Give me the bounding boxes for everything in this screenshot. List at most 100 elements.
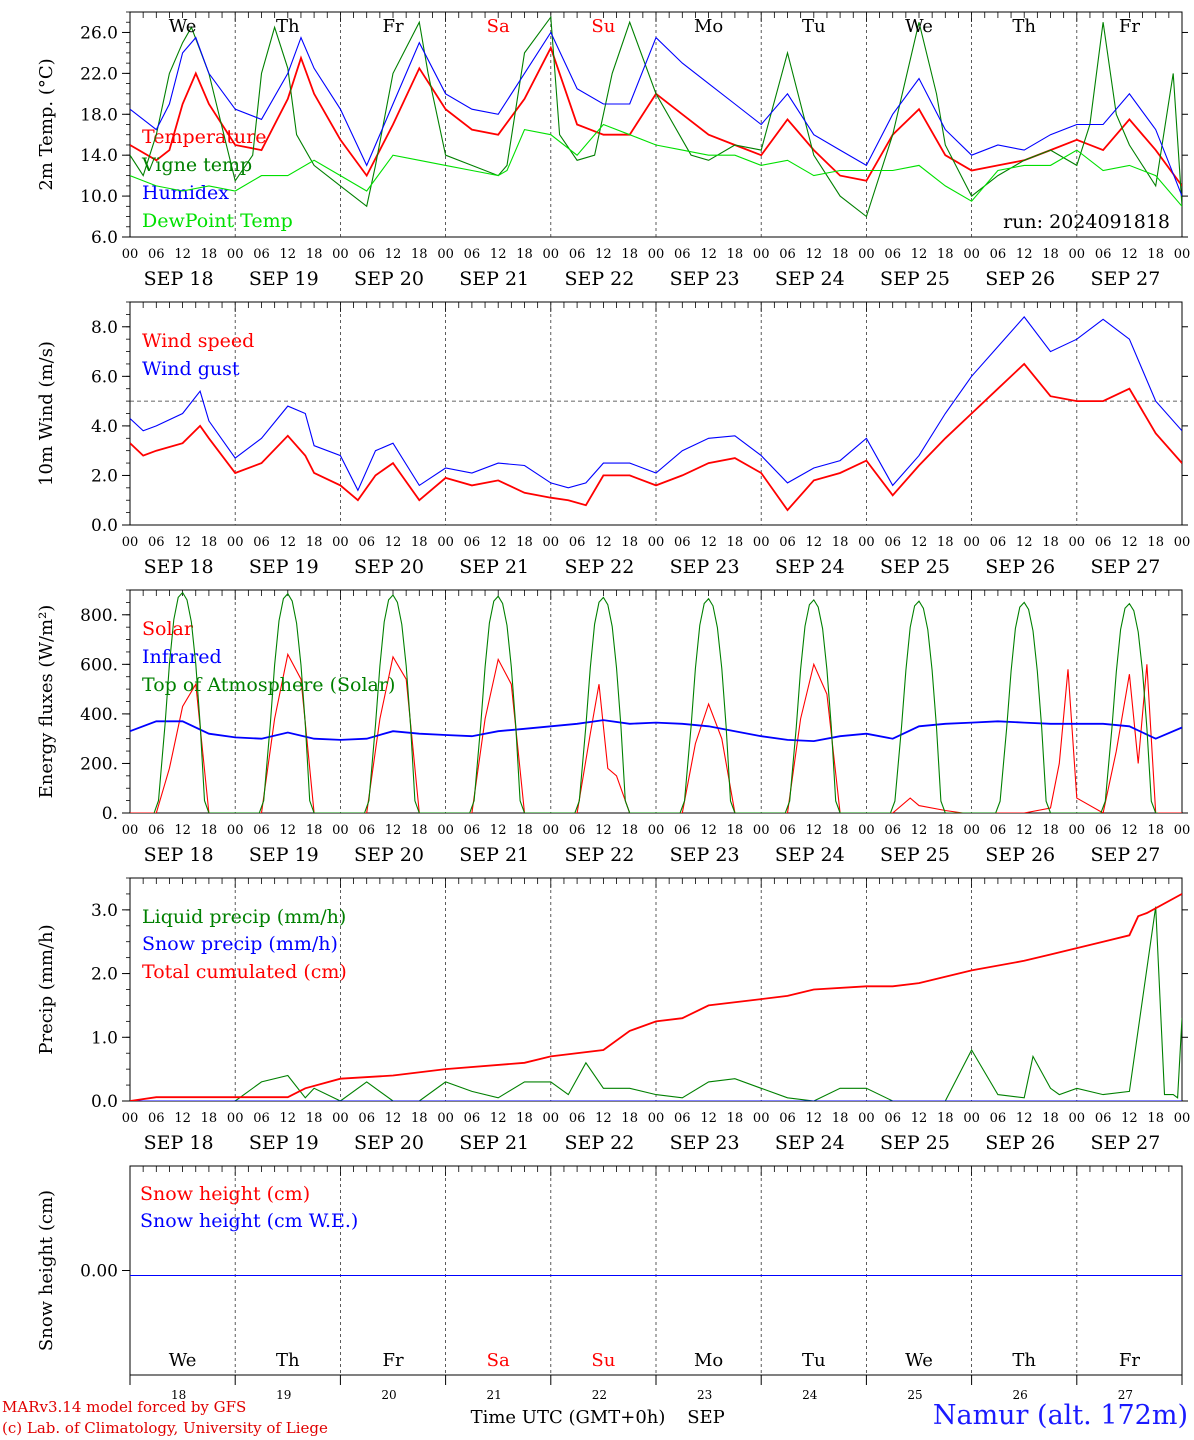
hour-label: 06 <box>253 247 270 262</box>
hour-label: 12 <box>490 247 507 262</box>
hour-label: 12 <box>174 1111 191 1126</box>
hour-label: 06 <box>148 535 165 550</box>
series-line-0 <box>130 362 1182 512</box>
hour-label: 06 <box>674 247 691 262</box>
hour-label: 00 <box>858 535 875 550</box>
hour-label: 12 <box>911 247 928 262</box>
day-number: 22 <box>592 1388 607 1402</box>
legend-entry: Wind speed <box>142 330 254 352</box>
hour-label: 00 <box>753 247 770 262</box>
day-label: SEP 26 <box>985 844 1055 866</box>
weekday-label: We <box>905 1350 933 1371</box>
hour-label: 12 <box>806 247 823 262</box>
hour-label: 18 <box>306 247 323 262</box>
y-tick-label: 2.0 <box>91 466 118 486</box>
hour-label: 00 <box>1174 535 1191 550</box>
hour-label: 06 <box>253 1111 270 1126</box>
series-line-3 <box>130 123 1182 207</box>
day-number: 19 <box>276 1388 291 1402</box>
day-label: SEP 20 <box>354 1132 424 1154</box>
weekday-label: Fr <box>1119 16 1140 37</box>
hour-label: 06 <box>779 247 796 262</box>
day-label: SEP 22 <box>564 556 634 578</box>
y-tick-label: 0.0 <box>91 516 118 536</box>
hour-label: 18 <box>516 1111 533 1126</box>
hour-label: 18 <box>621 823 638 838</box>
hour-label: 00 <box>543 247 560 262</box>
hour-label: 12 <box>174 535 191 550</box>
y-axis-label: Energy fluxes (W/m²) <box>36 605 57 799</box>
hour-label: 00 <box>963 535 980 550</box>
y-axis-label: Snow height (cm) <box>36 1190 57 1351</box>
hour-label: 18 <box>306 535 323 550</box>
plot-frame <box>129 11 1183 238</box>
weekday-label: Th <box>276 1350 300 1371</box>
hour-label: 18 <box>727 1111 744 1126</box>
day-label: SEP 27 <box>1090 844 1160 866</box>
hour-label: 12 <box>911 535 928 550</box>
day-label: SEP 18 <box>144 556 214 578</box>
location-label: Namur (alt. 172m) <box>932 1400 1188 1431</box>
y-tick-label: 6.0 <box>91 367 118 387</box>
hour-label: 18 <box>937 1111 954 1126</box>
hour-label: 18 <box>937 535 954 550</box>
lab-credit: (c) Lab. of Climatology, University of L… <box>2 1419 328 1437</box>
weekday-label: Th <box>1012 16 1036 37</box>
day-label: SEP 24 <box>775 1132 845 1154</box>
hour-label: 00 <box>753 535 770 550</box>
hour-label: 18 <box>937 823 954 838</box>
hour-label: 12 <box>911 823 928 838</box>
weekday-label: Sa <box>487 1350 510 1371</box>
hour-label: 00 <box>332 1111 349 1126</box>
y-tick-label: 400. <box>80 705 118 725</box>
day-label: SEP 19 <box>249 844 319 866</box>
hour-label: 18 <box>306 823 323 838</box>
hour-label: 00 <box>648 823 665 838</box>
hour-label: 18 <box>516 247 533 262</box>
hour-label: 06 <box>990 247 1007 262</box>
hour-label: 18 <box>832 823 849 838</box>
hour-label: 12 <box>490 1111 507 1126</box>
hour-label: 12 <box>595 1111 612 1126</box>
hour-label: 00 <box>1069 823 1086 838</box>
hour-label: 18 <box>411 1111 428 1126</box>
y-tick-label: 2.0 <box>91 965 118 985</box>
day-label: SEP 24 <box>775 556 845 578</box>
hour-label: 06 <box>1095 823 1112 838</box>
hour-label: 06 <box>990 1111 1007 1126</box>
hour-label: 00 <box>437 535 454 550</box>
hour-label: 12 <box>174 823 191 838</box>
series-line-0 <box>130 906 1182 1101</box>
hour-label: 18 <box>621 535 638 550</box>
hour-label: 00 <box>753 823 770 838</box>
hour-label: 12 <box>806 823 823 838</box>
hour-label: 12 <box>595 535 612 550</box>
hour-label: 00 <box>332 247 349 262</box>
hour-label: 06 <box>674 823 691 838</box>
hour-label: 00 <box>753 1111 770 1126</box>
hour-label: 06 <box>779 1111 796 1126</box>
day-label: SEP 18 <box>144 268 214 290</box>
hour-label: 18 <box>1042 823 1059 838</box>
day-label: SEP 19 <box>249 268 319 290</box>
day-number: 21 <box>487 1388 502 1402</box>
legend-entry: Wind gust <box>142 358 240 380</box>
legend-entry: Snow height (cm) <box>140 1183 310 1205</box>
hour-label: 00 <box>648 1111 665 1126</box>
hour-label: 12 <box>280 1111 297 1126</box>
hour-label: 12 <box>280 247 297 262</box>
hour-label: 00 <box>1174 1111 1191 1126</box>
hour-label: 12 <box>280 535 297 550</box>
legend-entry: Snow height (cm W.E.) <box>140 1210 358 1232</box>
series-line-1 <box>130 316 1182 492</box>
hour-label: 00 <box>1069 247 1086 262</box>
hour-label: 12 <box>700 823 717 838</box>
hour-label: 06 <box>674 535 691 550</box>
hour-label: 12 <box>806 535 823 550</box>
plot-frame <box>129 589 1183 814</box>
hour-label: 06 <box>253 823 270 838</box>
day-label: SEP 26 <box>985 268 1055 290</box>
hour-label: 18 <box>1042 1111 1059 1126</box>
y-tick-label: 4.0 <box>91 417 118 437</box>
y-tick-label: 3.0 <box>91 901 118 921</box>
